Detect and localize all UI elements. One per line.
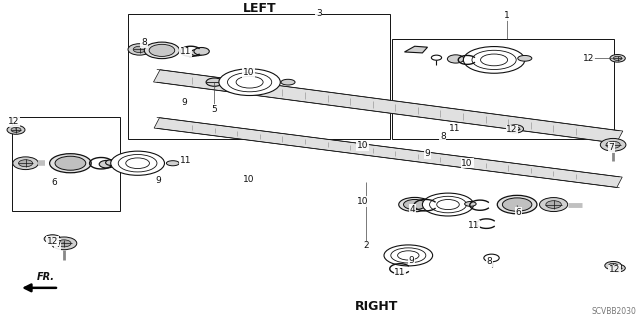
Ellipse shape bbox=[436, 199, 460, 210]
Ellipse shape bbox=[404, 199, 426, 210]
Text: SCVBB2030: SCVBB2030 bbox=[592, 307, 637, 315]
Text: 9: 9 bbox=[409, 256, 414, 265]
Ellipse shape bbox=[472, 50, 516, 70]
Text: 11: 11 bbox=[394, 268, 406, 278]
Ellipse shape bbox=[463, 47, 525, 73]
Text: 7: 7 bbox=[55, 240, 60, 249]
Ellipse shape bbox=[518, 56, 532, 61]
Ellipse shape bbox=[397, 251, 419, 260]
Text: 7: 7 bbox=[609, 143, 614, 152]
Ellipse shape bbox=[384, 245, 433, 266]
Text: 11: 11 bbox=[180, 156, 191, 165]
Text: 6: 6 bbox=[516, 208, 521, 217]
Text: 12: 12 bbox=[506, 125, 518, 134]
Polygon shape bbox=[404, 46, 428, 53]
Ellipse shape bbox=[422, 193, 474, 216]
Ellipse shape bbox=[481, 54, 508, 66]
Ellipse shape bbox=[429, 196, 467, 213]
Ellipse shape bbox=[50, 154, 92, 173]
Circle shape bbox=[48, 237, 57, 241]
Text: LEFT: LEFT bbox=[243, 2, 276, 15]
Text: 12: 12 bbox=[8, 117, 20, 126]
Text: 8: 8 bbox=[487, 257, 492, 266]
Circle shape bbox=[44, 235, 61, 243]
Ellipse shape bbox=[126, 158, 149, 168]
Polygon shape bbox=[154, 70, 623, 143]
Ellipse shape bbox=[111, 151, 164, 175]
Text: 8: 8 bbox=[440, 132, 445, 141]
Circle shape bbox=[546, 201, 561, 208]
Circle shape bbox=[431, 55, 442, 60]
Circle shape bbox=[609, 263, 618, 268]
Text: 1: 1 bbox=[504, 11, 509, 20]
Text: 6: 6 bbox=[52, 178, 57, 187]
Text: 10: 10 bbox=[357, 197, 369, 206]
Text: FR.: FR. bbox=[37, 272, 55, 282]
Circle shape bbox=[613, 266, 622, 270]
Ellipse shape bbox=[55, 156, 86, 170]
Circle shape bbox=[194, 48, 209, 55]
Ellipse shape bbox=[391, 248, 426, 263]
Circle shape bbox=[206, 78, 223, 86]
Text: 4: 4 bbox=[410, 205, 415, 214]
Text: 9: 9 bbox=[425, 149, 430, 158]
Ellipse shape bbox=[399, 197, 431, 212]
Text: 10: 10 bbox=[357, 141, 369, 150]
Circle shape bbox=[13, 157, 38, 170]
Text: 11: 11 bbox=[180, 48, 191, 56]
Ellipse shape bbox=[227, 72, 272, 92]
Text: 11: 11 bbox=[449, 124, 460, 133]
Ellipse shape bbox=[166, 161, 179, 166]
Ellipse shape bbox=[236, 76, 263, 88]
Text: 9: 9 bbox=[182, 98, 187, 107]
Polygon shape bbox=[154, 118, 622, 188]
Text: 10: 10 bbox=[243, 68, 254, 77]
Circle shape bbox=[191, 49, 204, 56]
Ellipse shape bbox=[118, 154, 157, 172]
Circle shape bbox=[484, 254, 499, 262]
Circle shape bbox=[507, 125, 524, 133]
Ellipse shape bbox=[465, 202, 476, 206]
Circle shape bbox=[610, 264, 625, 272]
Text: 8: 8 bbox=[141, 38, 147, 47]
Circle shape bbox=[133, 46, 146, 53]
Circle shape bbox=[99, 160, 115, 168]
Circle shape bbox=[610, 55, 625, 62]
Circle shape bbox=[540, 197, 568, 211]
Circle shape bbox=[19, 160, 33, 167]
Circle shape bbox=[51, 237, 77, 250]
Text: 3: 3 bbox=[316, 9, 321, 18]
Circle shape bbox=[600, 138, 626, 151]
Circle shape bbox=[7, 125, 25, 134]
Ellipse shape bbox=[497, 195, 537, 214]
Circle shape bbox=[606, 141, 620, 148]
Ellipse shape bbox=[145, 42, 179, 59]
Circle shape bbox=[11, 127, 21, 132]
Circle shape bbox=[605, 262, 621, 270]
Text: 2: 2 bbox=[364, 241, 369, 250]
Circle shape bbox=[447, 55, 464, 63]
Ellipse shape bbox=[219, 69, 280, 95]
Circle shape bbox=[613, 56, 622, 60]
Text: 10: 10 bbox=[461, 159, 473, 168]
Circle shape bbox=[511, 127, 520, 131]
Ellipse shape bbox=[149, 44, 175, 56]
Text: 12: 12 bbox=[47, 237, 58, 246]
Circle shape bbox=[128, 44, 151, 55]
Text: 12: 12 bbox=[609, 265, 620, 274]
Text: 11: 11 bbox=[468, 221, 479, 230]
Text: 5: 5 bbox=[212, 105, 217, 114]
Ellipse shape bbox=[281, 79, 295, 85]
Ellipse shape bbox=[502, 198, 532, 211]
Text: 10: 10 bbox=[243, 174, 254, 184]
Circle shape bbox=[57, 240, 71, 247]
Text: 12: 12 bbox=[583, 54, 595, 63]
Text: 9: 9 bbox=[156, 176, 161, 185]
Circle shape bbox=[106, 160, 117, 166]
Text: RIGHT: RIGHT bbox=[355, 300, 398, 313]
